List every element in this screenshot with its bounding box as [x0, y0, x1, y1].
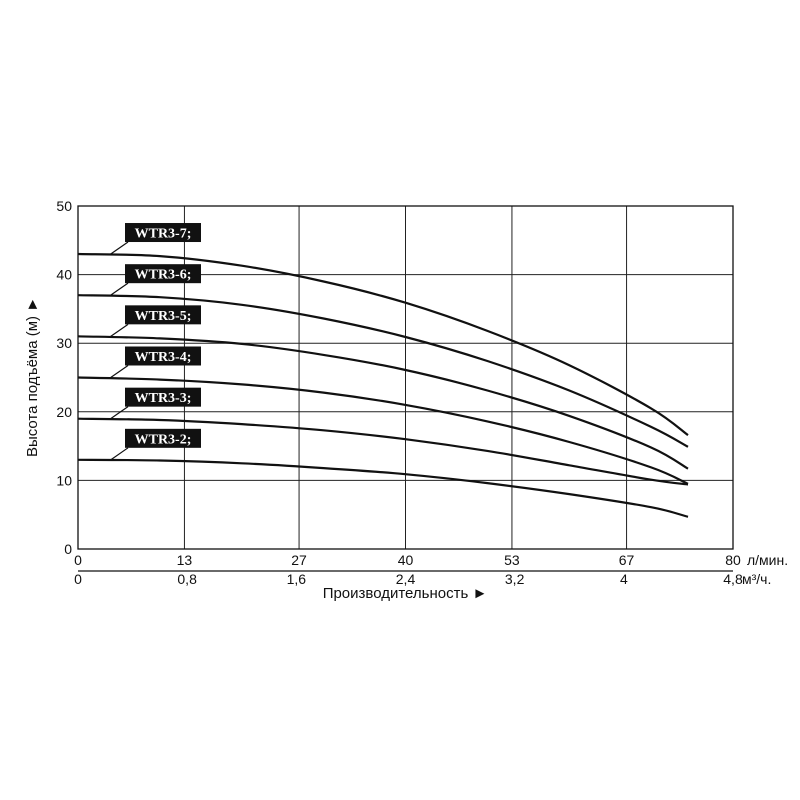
axis-ticks: 0 10 20 30 40 50 0 13 27 40 53 67 80 0 0,8 1,6 2,4 3,2 4 4,… [56, 198, 743, 587]
series-label-leader-wtr3-2 [109, 447, 129, 461]
series-label-wtr3-7: WTR3-7; [135, 227, 192, 242]
series-label-box-wtr3-7 [125, 223, 201, 243]
series-label-wtr3-3: WTR3-3; [135, 391, 192, 406]
series-label-leader-wtr3-3 [109, 406, 129, 420]
x-tick-label-secondary: 0 [74, 571, 82, 587]
series-label-box-wtr3-5 [125, 305, 201, 325]
series-line-wtr3-3 [77, 417, 689, 486]
y-tick-label: 50 [56, 198, 72, 214]
x-tick-label-secondary: 2,4 [396, 571, 416, 587]
series-label-wtr3-2: WTR3-2; [135, 432, 192, 447]
series-label-wtr3-6: WTR3-6; [135, 268, 192, 283]
series-label-leader-wtr3-4 [109, 365, 129, 379]
series-line-wtr3-5 [77, 335, 689, 470]
series-label-box-wtr3-2 [125, 428, 201, 448]
y-tick-label: 40 [56, 267, 72, 283]
series-label-wtr3-5: WTR3-5; [135, 309, 192, 324]
y-tick-label: 30 [56, 335, 72, 351]
series-label-box-wtr3-4 [125, 346, 201, 366]
series-line-wtr3-6 [77, 294, 689, 448]
x-tick-label-primary: 27 [291, 552, 307, 568]
x-axis-title: Производительность ► [323, 585, 488, 602]
y-tick-label: 0 [64, 541, 72, 557]
grid [78, 206, 733, 549]
series-line-wtr3-7 [77, 252, 689, 436]
x-tick-label-secondary: 3,2 [505, 571, 525, 587]
y-axis-title: Высота подъёма (м) ► [24, 297, 41, 457]
y-tick-label: 10 [56, 472, 72, 488]
series-labels: WTR3-7; WTR3-6; WTR3-5; WTR3-4; WTR3-3; WTR3-… [109, 223, 201, 461]
y-tick-label: 20 [56, 404, 72, 420]
series-lines [77, 252, 689, 518]
x-tick-label-primary: 0 [74, 552, 82, 568]
series-line-wtr3-2 [77, 458, 689, 518]
x-tick-label-secondary: 4 [620, 571, 628, 587]
series-label-leader-wtr3-7 [109, 241, 129, 256]
x-tick-label-primary: 80 [725, 552, 741, 568]
x-unit-secondary: м³/ч. [742, 571, 771, 587]
series-label-wtr3-4: WTR3-4; [135, 350, 192, 365]
x-tick-label-primary: 13 [177, 552, 193, 568]
series-label-box-wtr3-3 [125, 387, 201, 407]
x-tick-label-primary: 67 [619, 552, 635, 568]
x-unit-primary: л/мин. [747, 552, 788, 568]
x-tick-label-secondary: 1,6 [287, 571, 307, 587]
series-label-box-wtr3-6 [125, 264, 201, 284]
x-tick-label-secondary: 0,8 [177, 571, 197, 587]
series-label-leader-wtr3-5 [109, 323, 129, 338]
x-tick-label-primary: 53 [504, 552, 520, 568]
series-line-wtr3-4 [77, 376, 689, 485]
x-tick-label-primary: 40 [398, 552, 414, 568]
series-label-leader-wtr3-6 [109, 282, 129, 297]
x-tick-label-secondary: 4,8 [723, 571, 743, 587]
